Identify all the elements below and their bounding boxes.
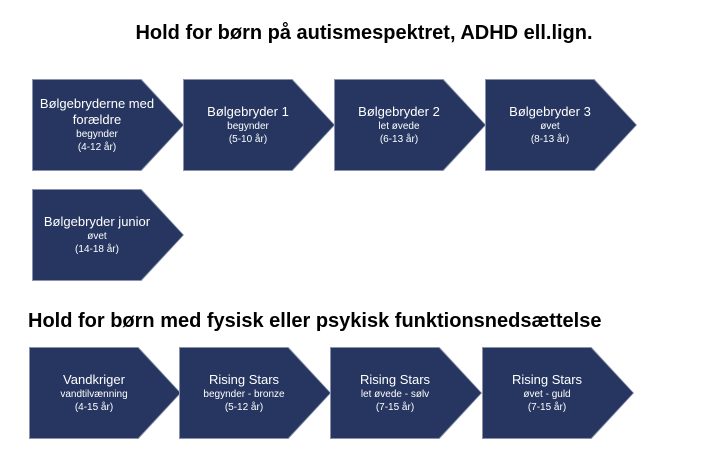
program-name: Vandkriger [63,372,125,387]
program-name: Bølgebryder 2 [358,104,440,119]
section-title-disability: Hold for børn med fysisk eller psykisk f… [28,310,602,332]
chevron-text: Rising Stars øvet - guld (7-15 år) [482,347,612,439]
chevron-text: Bølgebryder 3 øvet (8-13 år) [485,79,615,171]
program-chevron: Rising Stars begynder - bronze (5-12 år) [179,347,331,439]
program-chevron: Bølgebryderne med forældre begynder (4-1… [32,79,184,171]
program-name: Rising Stars [511,372,583,387]
program-age: (6-13 år) [379,134,419,145]
program-age: (7-15 år) [375,402,415,413]
program-age: (4-15 år) [74,402,114,413]
chevron-text: Vandkriger vandtilvænning (4-15 år) [29,347,159,439]
program-chevron: Bølgebryder junior øvet (14-18 år) [32,189,184,281]
program-chevron: Bølgebryder 3 øvet (8-13 år) [485,79,637,171]
chevron-text: Bølgebryder 1 begynder (5-10 år) [183,79,313,171]
program-age: (14-18 år) [75,244,119,255]
program-age: (5-12 år) [224,402,264,413]
program-age: (8-13 år) [530,134,570,145]
program-name: Rising Stars [359,372,431,387]
program-level: vandtilvænning [60,389,128,400]
program-chevron: Vandkriger vandtilvænning (4-15 år) [29,347,181,439]
program-name: Bølgebryder 3 [509,104,591,119]
program-name: Bølgebryderne med forældre [39,96,155,127]
program-level: let øvede - sølv [360,389,430,400]
chevron-text: Bølgebryder 2 let øvede (6-13 år) [334,79,464,171]
program-age: (4-12 år) [77,142,117,153]
program-level: begynder - bronze [203,389,285,400]
chevron-text: Bølgebryderne med forældre begynder (4-1… [32,79,162,171]
program-name: Bølgebryder 1 [207,104,289,119]
program-level: let øvede [378,121,420,132]
program-level: begynder [227,121,269,132]
program-name: Bølgebryder junior [43,214,151,229]
program-chevron: Bølgebryder 2 let øvede (6-13 år) [334,79,486,171]
chevron-text: Bølgebryder junior øvet (14-18 år) [32,189,162,281]
program-level: begynder [76,129,118,140]
program-level: øvet [87,231,107,242]
program-chevron: Bølgebryder 1 begynder (5-10 år) [183,79,335,171]
chevron-text: Rising Stars begynder - bronze (5-12 år) [179,347,309,439]
program-chevron: Rising Stars let øvede - sølv (7-15 år) [330,347,482,439]
chevron-text: Rising Stars let øvede - sølv (7-15 år) [330,347,460,439]
program-name: Rising Stars [208,372,280,387]
program-age: (5-10 år) [228,134,268,145]
program-level: øvet - guld [523,389,571,400]
program-chevron: Rising Stars øvet - guld (7-15 år) [482,347,634,439]
section-title-autism: Hold for børn på autismespektret, ADHD e… [135,22,593,44]
program-level: øvet [540,121,560,132]
program-age: (7-15 år) [527,402,567,413]
